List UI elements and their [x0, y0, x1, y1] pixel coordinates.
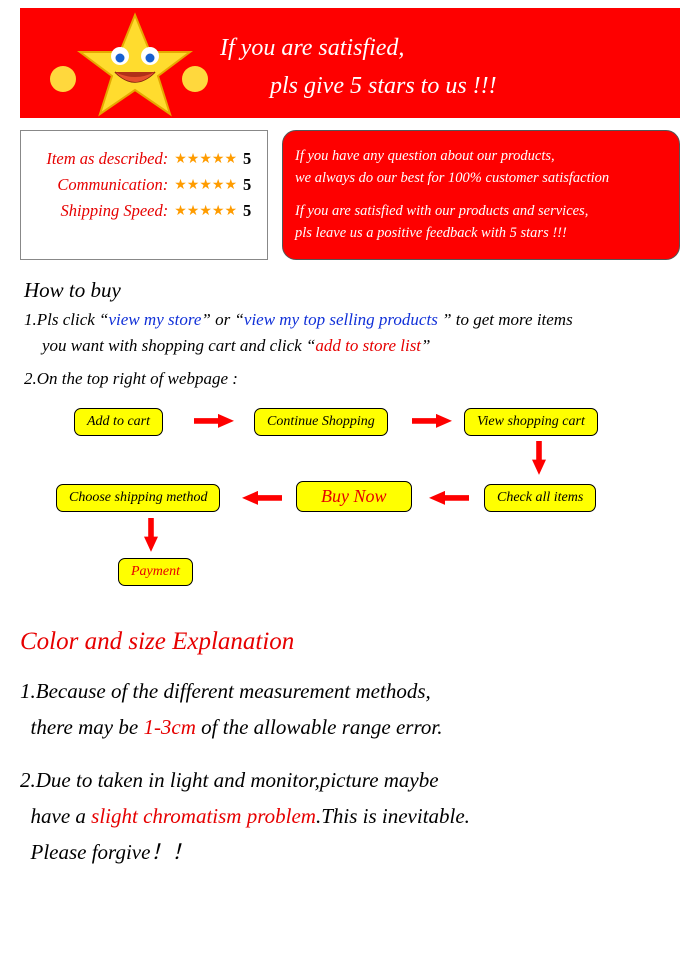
arrow-down-icon	[532, 441, 546, 475]
banner-line2: pls give 5 stars to us !!!	[220, 67, 680, 105]
explain-p2: 2.Due to taken in light and monitor,pict…	[20, 763, 680, 870]
flow-shipping-method: Choose shipping method	[56, 484, 220, 512]
txt: ” to get more items	[442, 310, 573, 329]
txt: 1.Because of the different measurement m…	[20, 679, 431, 703]
msg-line: we always do our best for 100% customer …	[295, 167, 667, 189]
flow-check-items: Check all items	[484, 484, 596, 512]
msg-line: If you have any question about our produ…	[295, 145, 667, 167]
rating-row: Item as described: ★★★★★ 5	[31, 149, 257, 169]
flow-payment: Payment	[118, 558, 193, 586]
rating-label: Item as described:	[31, 149, 168, 169]
txt: you want with shopping cart and click “	[42, 336, 315, 355]
msg-line: pls leave us a positive feedback with 5 …	[295, 222, 667, 244]
satisfaction-banner: If you are satisfied, pls give 5 stars t…	[20, 8, 680, 118]
txt: Please forgive！！	[31, 840, 193, 864]
explain-p1: 1.Because of the different measurement m…	[20, 674, 680, 745]
highlight: 1-3cm	[143, 715, 195, 739]
stars-icon: ★★★★★	[174, 203, 237, 220]
view-top-products-link[interactable]: view my top selling products	[244, 310, 442, 329]
rating-row: Shipping Speed: ★★★★★ 5	[31, 201, 257, 221]
info-row: Item as described: ★★★★★ 5 Communication…	[20, 130, 680, 260]
ratings-box: Item as described: ★★★★★ 5 Communication…	[20, 130, 268, 260]
thumbs-up-icon	[182, 66, 208, 92]
txt: ”	[421, 336, 430, 355]
arrow-right-icon	[194, 414, 234, 428]
rating-value: 5	[243, 201, 257, 221]
rating-label: Shipping Speed:	[31, 201, 168, 221]
arrow-right-icon	[412, 414, 452, 428]
arrow-left-icon	[429, 491, 469, 505]
how-to-buy-section: How to buy 1.Pls click “view my store” o…	[24, 278, 676, 392]
highlight: slight chromatism problem	[91, 804, 316, 828]
banner-line1: If you are satisfied,	[220, 29, 680, 67]
txt: .This is inevitable.	[316, 804, 470, 828]
rating-label: Communication:	[31, 175, 168, 195]
explain-title: Color and size Explanation	[20, 628, 680, 656]
rating-row: Communication: ★★★★★ 5	[31, 175, 257, 195]
txt: have a	[31, 804, 92, 828]
howto-step1: 1.Pls click “view my store” or “view my …	[24, 307, 676, 360]
purchase-flowchart: Add to cart Continue Shopping View shopp…	[24, 406, 676, 606]
add-to-store-list-link[interactable]: add to store list	[315, 336, 421, 355]
arrow-down-icon	[144, 518, 158, 552]
flow-add-to-cart: Add to cart	[74, 408, 163, 436]
howto-step2: 2.On the top right of webpage :	[24, 366, 676, 392]
txt: 2.Due to taken in light and monitor,pict…	[20, 768, 439, 792]
howto-title: How to buy	[24, 278, 676, 303]
arrow-left-icon	[242, 491, 282, 505]
flow-continue-shopping: Continue Shopping	[254, 408, 388, 436]
txt: ” or “	[201, 310, 244, 329]
star-mascot-icon	[70, 10, 200, 120]
txt: 1.Pls click “	[24, 310, 109, 329]
stars-icon: ★★★★★	[174, 151, 237, 168]
stars-icon: ★★★★★	[174, 177, 237, 194]
rating-value: 5	[243, 175, 257, 195]
msg-line: If you are satisfied with our products a…	[295, 200, 667, 222]
flow-view-cart: View shopping cart	[464, 408, 598, 436]
rating-value: 5	[243, 149, 257, 169]
txt: there may be	[31, 715, 144, 739]
flow-buy-now: Buy Now	[296, 481, 412, 512]
view-store-link[interactable]: view my store	[109, 310, 202, 329]
message-box: If you have any question about our produ…	[282, 130, 680, 260]
explanation-section: Color and size Explanation 1.Because of …	[20, 628, 680, 870]
txt: of the allowable range error.	[196, 715, 443, 739]
